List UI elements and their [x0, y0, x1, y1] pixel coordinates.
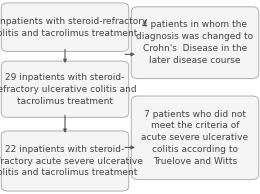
FancyBboxPatch shape — [131, 96, 259, 179]
FancyBboxPatch shape — [1, 61, 129, 117]
Text: 29 inpatients with steroid-
refractory ulcerative colitis and
tacrolimus treatme: 29 inpatients with steroid- refractory u… — [0, 73, 136, 106]
Text: 7 patients who did not
meet the criteria of
acute severe ulcerative
colitis acco: 7 patients who did not meet the criteria… — [141, 110, 249, 166]
FancyBboxPatch shape — [1, 131, 129, 191]
FancyBboxPatch shape — [1, 3, 129, 51]
Text: 33 inpatients with steroid-refractory
colitis and tacrolimus treatment: 33 inpatients with steroid-refractory co… — [0, 17, 147, 38]
Text: 4 patients in whom the
diagnosis was changed to
Crohn's  Disease in the
later di: 4 patients in whom the diagnosis was cha… — [136, 21, 254, 65]
FancyBboxPatch shape — [131, 7, 259, 79]
Text: 22 inpatients with steroid-
refractory acute severe ulcerative
colitis and tacro: 22 inpatients with steroid- refractory a… — [0, 145, 142, 177]
